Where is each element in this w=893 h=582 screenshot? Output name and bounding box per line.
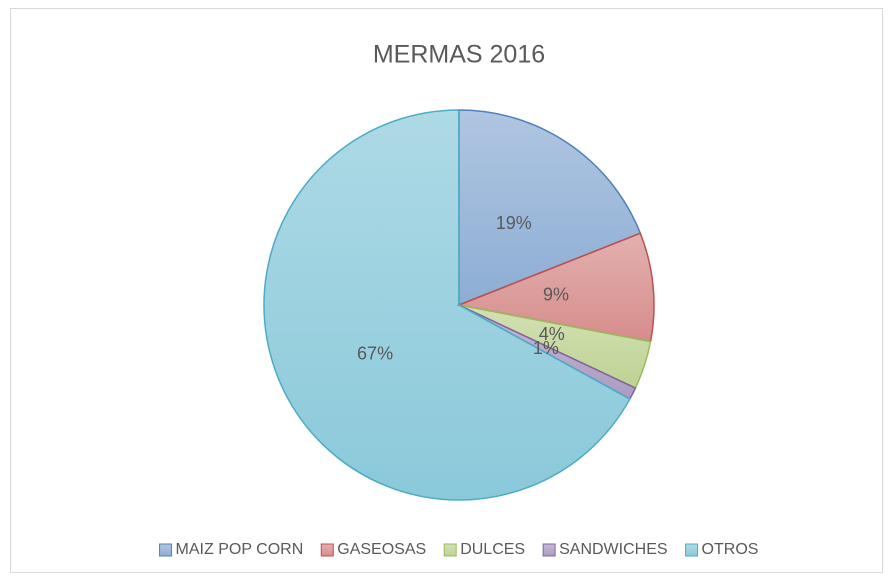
data-label: 9%	[543, 285, 569, 305]
chart-title: MERMAS 2016	[373, 41, 545, 69]
data-label: 67%	[357, 343, 393, 363]
legend-swatch	[542, 543, 556, 557]
legend-label: GASEOSAS	[337, 541, 426, 558]
pie-slice	[458, 109, 642, 307]
pie-slice	[456, 232, 655, 343]
legend-swatch	[443, 543, 457, 557]
data-label: 4%	[539, 324, 565, 344]
legend-label: DULCES	[460, 541, 525, 558]
data-label: 1%	[533, 338, 559, 358]
legend-label: OTROS	[702, 541, 759, 558]
legend-swatch	[159, 543, 173, 557]
data-label: 19%	[496, 213, 532, 233]
legend-swatch	[320, 543, 334, 557]
legend-label: MAIZ POP CORN	[176, 541, 304, 558]
pie-slice	[263, 109, 631, 501]
legend-swatch	[685, 543, 699, 557]
legend-label: SANDWICHES	[559, 541, 667, 558]
